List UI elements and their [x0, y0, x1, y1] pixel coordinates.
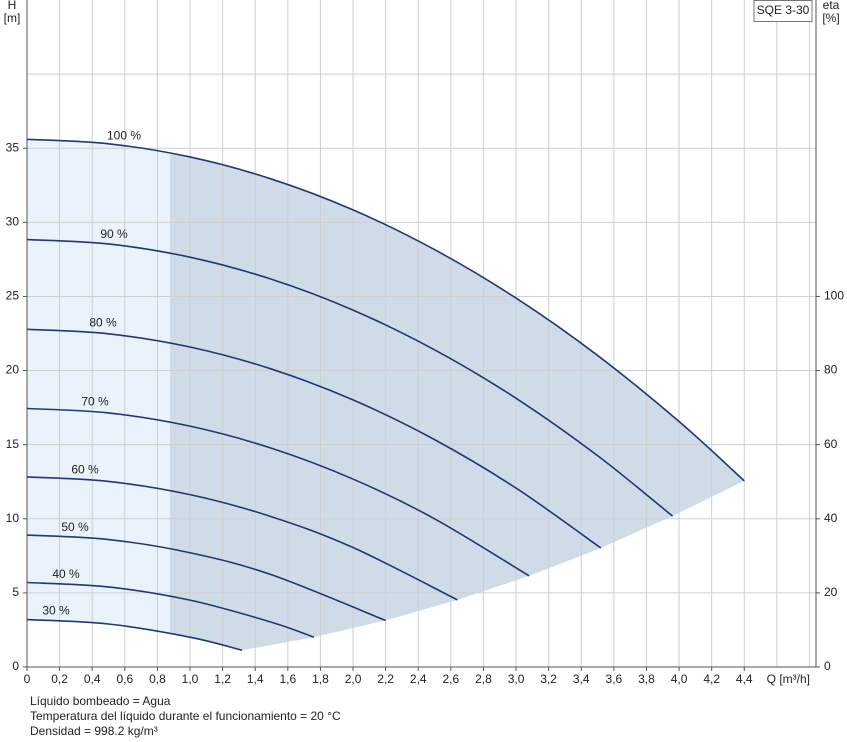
x-tick-label: 4,4	[736, 672, 753, 686]
x-tick-label: 1,6	[279, 672, 296, 686]
y2-axis-label: eta	[823, 0, 840, 12]
x-tick-label: 2,0	[345, 672, 362, 686]
speed-curve	[26, 534, 386, 622]
chart: H [m] eta [%] SQE 3-30 Q [m³/h] 0 0,2 0,4 0…	[4, 0, 844, 686]
y-tick-label: 15	[6, 437, 20, 451]
speed-curve	[26, 328, 602, 549]
curve-label: 60 %	[71, 462, 99, 476]
x-tick-label: 4,2	[703, 672, 720, 686]
notes: Líquido bombeado = Agua Temperatura del l…	[30, 694, 341, 739]
note: Líquido bombeado = Agua	[30, 694, 171, 708]
speed-curve	[26, 138, 745, 482]
y2-axis-unit: [%]	[822, 11, 839, 25]
x-tick-label: 0	[24, 672, 31, 686]
y2-tick-label: 40	[824, 511, 838, 525]
y-tick-label: 10	[6, 511, 20, 525]
y2-tick-label: 20	[824, 585, 838, 599]
x-tick-label: 3,8	[638, 672, 655, 686]
x-tick-label: 3,6	[606, 672, 623, 686]
y-tick-label: 5	[12, 585, 19, 599]
y-tick-label: 25	[6, 289, 20, 303]
curve-label: 80 %	[89, 316, 117, 330]
curve-label: 90 %	[100, 227, 128, 241]
x-tick-label: 0,6	[116, 672, 133, 686]
y-tick-label: 20	[6, 363, 20, 377]
curve-label: 50 %	[61, 520, 89, 534]
title-box	[753, 0, 813, 22]
x-tick-label: 1,2	[214, 672, 231, 686]
x-tick-label: 3,4	[573, 672, 590, 686]
x-tick-label: 3,2	[540, 672, 557, 686]
x-tick-label: 3,0	[508, 672, 525, 686]
y2-tick-label: 0	[824, 659, 831, 673]
y-tick-label: 0	[12, 659, 19, 673]
x-tick-label: 1,8	[312, 672, 329, 686]
x-tick-label: 0,4	[84, 672, 101, 686]
y-axis-label: H	[8, 0, 17, 12]
speed-curve	[26, 581, 315, 638]
x-tick-label: 2,8	[475, 672, 492, 686]
x-tick-label: 2,6	[442, 672, 459, 686]
note: Densidad = 998.2 kg/m³	[30, 724, 158, 738]
y-axis-unit: [m]	[4, 11, 21, 25]
x-tick-label: 1,0	[182, 672, 199, 686]
x-tick-label: 1,4	[247, 672, 264, 686]
curve-label: 40 %	[52, 567, 80, 581]
speed-curve	[26, 407, 530, 577]
x-tick-label: 2,4	[410, 672, 427, 686]
curve-label: 70 %	[81, 394, 109, 408]
chart-title: SQE 3-30	[757, 3, 810, 17]
speed-curve	[26, 238, 674, 517]
y2-tick-label: 100	[824, 289, 844, 303]
y2-tick-label: 80	[824, 363, 838, 377]
y2-tick-label: 60	[824, 437, 838, 451]
x-tick-label: 0,2	[51, 672, 68, 686]
x-tick-label: 4,0	[671, 672, 688, 686]
curve-label: 100 %	[107, 128, 141, 142]
y-tick-label: 35	[6, 140, 20, 154]
x-tick-label: 2,2	[377, 672, 394, 686]
x-axis-label: Q [m³/h]	[767, 672, 810, 686]
area-light	[27, 139, 170, 634]
curve-label: 30 %	[42, 603, 70, 617]
x-tick-label: 0,8	[149, 672, 166, 686]
note: Temperatura del líquido durante el funci…	[30, 709, 341, 723]
speed-curve	[26, 618, 243, 652]
area-dark	[170, 153, 745, 651]
speed-curve	[26, 476, 458, 601]
y-tick-label: 30	[6, 215, 20, 229]
